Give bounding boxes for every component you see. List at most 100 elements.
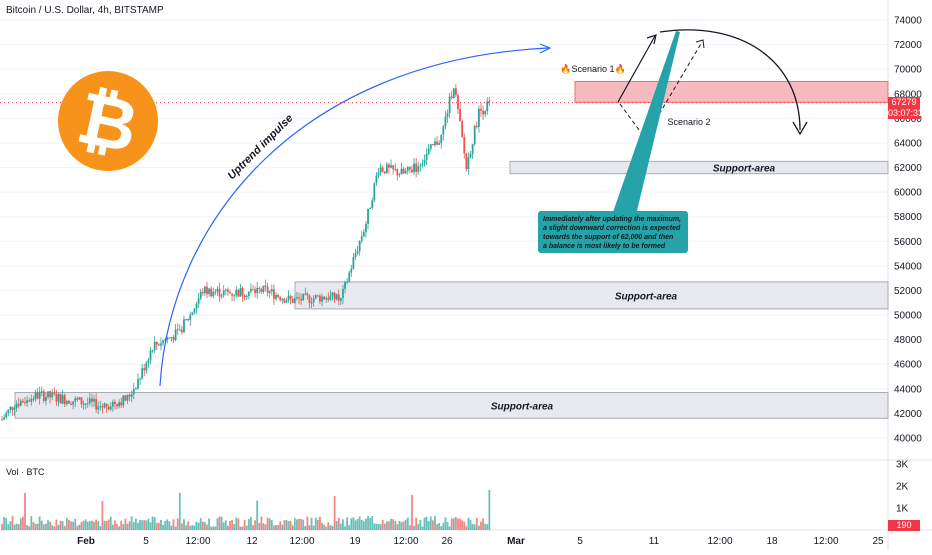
candle-body [398,174,401,176]
volume-bar [302,519,305,530]
volume-bar [99,526,102,530]
volume-bar [423,517,426,530]
candle-body [425,153,428,160]
candle-body [216,288,219,292]
volume-bar [40,520,43,530]
candle-body [406,166,409,171]
candle-body [465,153,468,170]
candle-body [65,401,68,405]
volume-bar [408,525,411,530]
y-tick-label: 42000 [894,409,922,420]
volume-bar [7,524,10,530]
candle-body [467,157,470,170]
candle-body [170,337,173,339]
candle-body [195,303,198,309]
candle-body [220,295,223,297]
volume-bar [88,521,91,530]
volume-bar [348,525,351,530]
candle-body [281,298,284,301]
volume-bar [371,516,374,530]
volume-bar [65,518,68,530]
candle-body [101,406,104,408]
x-tick-label: 12:00 [185,536,210,547]
candle-body [339,298,342,301]
candle-body [273,289,275,299]
volume-bar [91,520,93,530]
support-zone [14,392,889,419]
candle-body [310,302,313,304]
candle-body [333,292,336,300]
volume-bar [298,518,300,530]
volume-bar [13,524,16,530]
volume-bar [293,518,296,530]
volume-bar [375,523,378,530]
volume-bar [316,519,319,530]
volume-bar [350,518,353,530]
y-tick-label: 50000 [894,311,922,322]
candle-body [51,392,54,398]
candle-body [86,403,89,405]
volume-bar [486,524,489,530]
candle-body [350,268,353,273]
candle-body [308,295,311,303]
candle-body [162,340,164,344]
candle-body [360,236,363,241]
candle-body [91,398,93,402]
candle-body [312,298,315,303]
candle-body [201,291,204,294]
volume-bar [32,521,35,530]
candle-body [57,393,60,402]
candle-body [61,395,64,404]
uptrend-label: Uptrend impulse [226,112,296,182]
candle-body [352,257,355,269]
volume-bar [178,492,181,530]
volume-bar [103,520,106,530]
callout-text: a balance is most likely to be formed [543,243,666,250]
x-tick-label: 25 [872,536,884,547]
volume-bar [51,525,54,530]
volume-bar [473,524,476,530]
candle-body [132,388,135,395]
volume-bar [208,518,210,530]
volume-bar [160,519,162,530]
candle-body [32,398,35,400]
candle-body [224,289,227,291]
volume-bar [162,524,164,530]
x-tick-label: 12 [246,536,258,547]
volume-bar [105,521,108,530]
candle-body [130,394,133,397]
volume-bar [97,521,100,530]
x-tick-label: 18 [766,536,778,547]
candle-body [143,368,146,371]
support-area-label: Support-area [713,164,776,175]
volume-bar [478,525,480,530]
candle-body [197,298,200,304]
volume-bar [436,524,438,530]
volume-bar [183,519,185,530]
volume-bar [429,516,432,530]
volume-bar [122,524,125,530]
volume-bar [72,521,75,530]
current-volume-badge: 190 [888,520,920,531]
candle-body [155,341,158,345]
volume-bar [283,520,286,530]
volume-bar [268,518,271,530]
candle-body [314,295,317,299]
volume-bar [390,518,392,530]
candle-body [229,291,231,294]
volume-bar [224,520,227,530]
candle-body [258,288,261,290]
volume-bar [235,517,238,530]
candle-body [149,350,152,361]
candle-body [448,96,451,114]
volume-bar [118,526,121,530]
candle-body [291,298,294,303]
volume-bar [107,519,110,530]
volume-bar [166,519,169,530]
candle-body [390,165,392,168]
callout-text: a slight downward correction is expected [543,225,681,232]
candle-body [105,403,108,407]
volume-bar [304,526,307,530]
candle-body [34,392,37,400]
